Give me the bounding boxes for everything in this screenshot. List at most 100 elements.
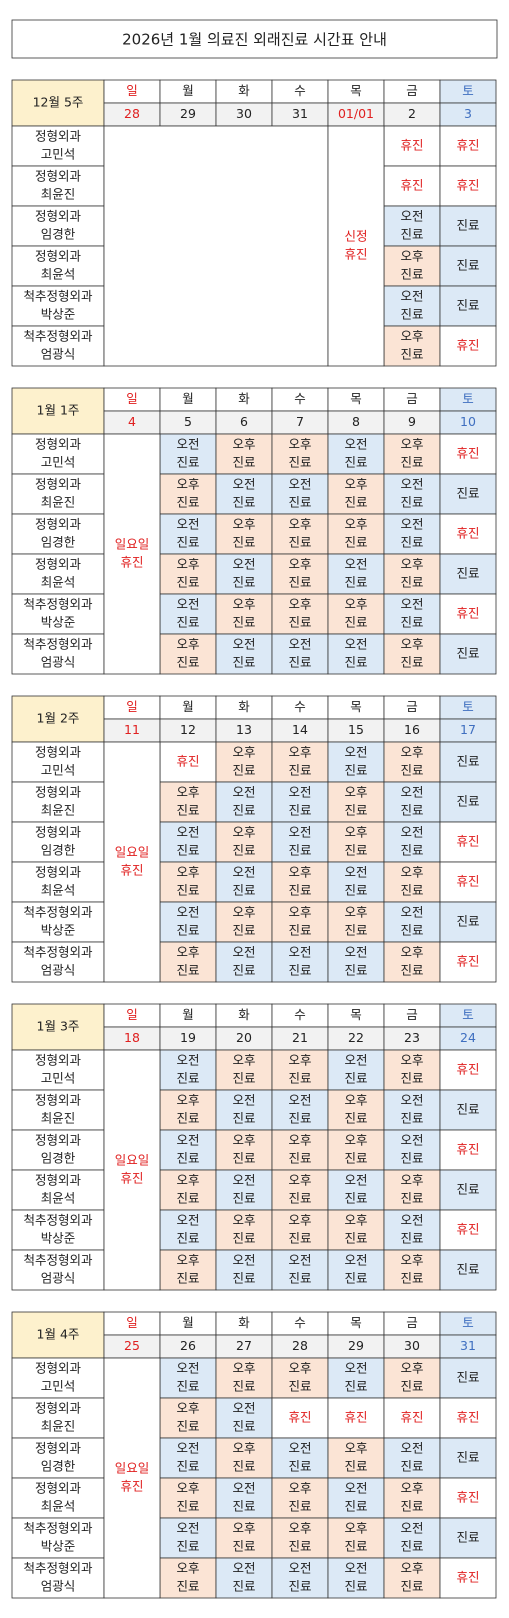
schedule-text: 오전 xyxy=(400,1133,423,1148)
week-label-cell xyxy=(11,1311,105,1359)
schedule-text: 오전 xyxy=(344,1481,367,1496)
day-name: 화 xyxy=(238,1007,250,1022)
day-name: 수 xyxy=(294,83,306,98)
schedule-text: 진료 xyxy=(344,455,367,470)
schedule-cell xyxy=(271,513,329,555)
schedule-text: 오전 xyxy=(288,945,311,960)
schedule-cell xyxy=(383,1249,441,1291)
schedule-cell xyxy=(271,473,329,515)
schedule-cell xyxy=(439,165,497,207)
day-name: 토 xyxy=(462,83,474,98)
schedule-text: 오전 xyxy=(288,825,311,840)
schedule-text: 진료 xyxy=(176,883,199,898)
doctor-cell xyxy=(11,513,105,555)
schedule-text: 진료 xyxy=(176,1071,199,1086)
schedule-text: 진료 xyxy=(232,803,255,818)
day-name: 토 xyxy=(462,1007,474,1022)
doctor-cell xyxy=(11,1477,105,1519)
doctor-name: 임경한 xyxy=(41,227,76,242)
schedule-text: 오전 xyxy=(232,1401,255,1416)
doctor-name: 고민석 xyxy=(41,455,76,470)
doctor-dept: 척추정형외과 xyxy=(23,1521,93,1536)
doctor-name: 엄광식 xyxy=(41,347,76,362)
schedule-text: 오전 xyxy=(400,1441,423,1456)
schedule-text: 진료 xyxy=(456,646,479,661)
schedule-cell xyxy=(439,125,497,167)
schedule-cell xyxy=(439,1557,497,1599)
schedule-cell xyxy=(383,513,441,555)
schedule-cell xyxy=(327,741,385,783)
doctor-dept: 정형외과 xyxy=(35,865,82,880)
schedule-cell xyxy=(327,1517,385,1559)
schedule-text: 오후 xyxy=(176,1173,199,1188)
day-name: 목 xyxy=(350,1315,362,1330)
doctor-cell xyxy=(11,1397,105,1439)
schedule-text: 진료 xyxy=(400,227,423,242)
schedule-text: 오전 xyxy=(176,825,199,840)
schedule-cell xyxy=(439,741,497,783)
doctor-name: 박상준 xyxy=(41,923,76,938)
schedule-text: 진료 xyxy=(344,1231,367,1246)
day-name: 수 xyxy=(294,699,306,714)
schedule-text: 진료 xyxy=(232,1271,255,1286)
schedule-cell xyxy=(327,433,385,475)
schedule-text: 오전 xyxy=(288,1253,311,1268)
schedule-cell xyxy=(215,861,273,903)
day-name: 일 xyxy=(126,699,138,714)
doctor-dept: 정형외과 xyxy=(35,1481,82,1496)
schedule-text: 진료 xyxy=(176,1539,199,1554)
schedule-text: 오후 xyxy=(400,1481,423,1496)
schedule-text: 진료 xyxy=(288,1499,311,1514)
doctor-name: 최윤진 xyxy=(41,1111,76,1126)
closed-note: 휴진 xyxy=(120,1171,143,1186)
schedule-text: 휴진 xyxy=(456,1222,479,1237)
schedule-text: 진료 xyxy=(232,575,255,590)
schedule-text: 진료 xyxy=(456,1102,479,1117)
schedule-text: 오전 xyxy=(400,1093,423,1108)
day-name: 토 xyxy=(462,1315,474,1330)
schedule-text: 진료 xyxy=(176,1419,199,1434)
schedule-cell xyxy=(327,901,385,943)
schedule-text: 오전 xyxy=(232,1093,255,1108)
schedule-text: 진료 xyxy=(400,615,423,630)
doctor-dept: 척추정형외과 xyxy=(23,637,93,652)
date: 31 xyxy=(460,1338,476,1353)
schedule-text: 오후 xyxy=(232,597,255,612)
schedule-cell xyxy=(383,821,441,863)
doctor-name: 임경한 xyxy=(41,843,76,858)
schedule-text: 진료 xyxy=(232,1539,255,1554)
schedule-text: 오후 xyxy=(344,517,367,532)
doctor-cell xyxy=(11,1209,105,1251)
day-name: 화 xyxy=(238,391,250,406)
date: 19 xyxy=(180,1030,196,1045)
schedule-text: 휴진 xyxy=(400,1410,423,1425)
doctor-dept: 정형외과 xyxy=(35,1133,82,1148)
schedule-text: 오후 xyxy=(176,1253,199,1268)
schedule-cell xyxy=(271,1437,329,1479)
doctor-cell xyxy=(11,741,105,783)
schedule-text: 휴진 xyxy=(456,446,479,461)
schedule-text: 진료 xyxy=(176,1379,199,1394)
page-title: 2026년 1월 의료진 외래진료 시간표 안내 xyxy=(122,31,387,49)
schedule-cell xyxy=(159,741,217,783)
schedule-cell xyxy=(271,1209,329,1251)
schedule-cell xyxy=(327,633,385,675)
schedule-text: 오전 xyxy=(344,557,367,572)
doctor-name: 고민석 xyxy=(41,1379,76,1394)
day-name: 월 xyxy=(182,83,194,98)
schedule-cell xyxy=(159,1129,217,1171)
closed-note: 휴진 xyxy=(120,555,143,570)
closed-note: 휴진 xyxy=(344,247,367,262)
schedule-text: 오전 xyxy=(344,637,367,652)
doctor-cell xyxy=(11,1437,105,1479)
schedule-text: 진료 xyxy=(400,1499,423,1514)
schedule-text: 진료 xyxy=(400,1151,423,1166)
schedule-cell xyxy=(215,433,273,475)
schedule-cell xyxy=(383,633,441,675)
schedule-text: 진료 xyxy=(456,218,479,233)
doctor-dept: 정형외과 xyxy=(35,1361,82,1376)
closed-note: 휴진 xyxy=(120,1479,143,1494)
week-label: 1월 4주 xyxy=(37,1327,80,1342)
schedule-cell xyxy=(215,1397,273,1439)
schedule-text: 휴진 xyxy=(456,338,479,353)
